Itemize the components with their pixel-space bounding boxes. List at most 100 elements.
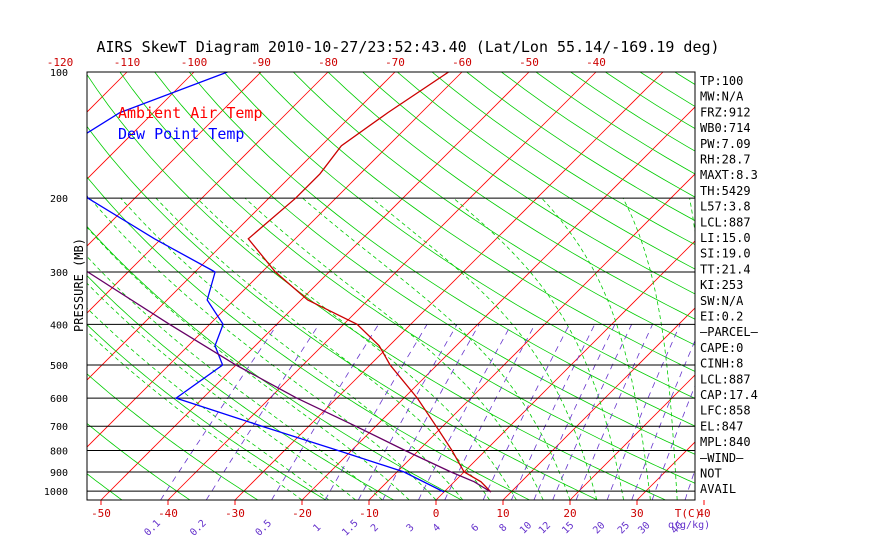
dry-adiabat-line [258,72,695,372]
temp-tick-label-bottom: -40 [158,507,178,520]
mixing-ratio-line [205,324,320,500]
pressure-tick-label: 300 [50,268,68,279]
stability-index: —PARCEL— [700,325,759,339]
mixing-ratio-line [357,324,458,500]
mixing-ratio-line [651,384,695,500]
chart-title: AIRS SkewT Diagram 2010-10-27/23:52:43.4… [96,38,719,56]
series-line-dew-point-temp [87,72,445,493]
isobars [87,197,695,492]
mixing-ratio-line [324,324,428,500]
temp-tick-label-top: -100 [181,56,208,69]
stability-index: TH:5429 [700,184,751,198]
stability-index: L57:3.8 [700,200,751,214]
plot-frame [86,71,696,501]
dry-adiabat-line [0,72,54,500]
dry-adiabat-line [119,72,695,484]
mixing-ratio-tick-label: 0.2 [188,518,209,539]
stability-index: PW:7.09 [700,137,751,151]
mixing-ratio-line [444,324,536,500]
temp-tick-label-top: -70 [385,56,405,69]
sounding-series [87,72,492,493]
stability-index: AVAIL [700,482,736,496]
series-line-ambient-air-temp [247,72,492,493]
isotherm-line [87,72,329,314]
mixing-ratio-tick-label: 8 [498,522,510,534]
mixing-ratio-line [482,324,570,500]
pressure-tick-label: 600 [50,394,68,405]
mixing-ratio-tick-label: 10 [518,520,534,536]
stability-index: SW:N/A [700,294,744,308]
stability-index: EL:847 [700,419,743,433]
dry-adiabat-line [87,225,462,500]
dry-adiabat-line [466,72,695,222]
dry-adiabat-line [223,72,695,399]
mixing-ratio-tick-label: 15 [560,520,576,536]
temp-tick-label-bottom: -10 [359,507,379,520]
pressure-tick-label: 900 [50,468,68,479]
pressure-tick-label: 500 [50,361,68,372]
mixing-ratio-tick-label: 20 [591,520,607,536]
isotherm-line [167,72,597,500]
mixing-ratio-tick-label: 30 [636,520,652,536]
temp-tick-label-bottom: 10 [496,507,509,520]
mixing-ratio-line [575,324,653,500]
isotherm-line [435,240,695,500]
stability-index: TP:100 [700,74,743,88]
isotherm-line [301,106,695,500]
dry-adiabat-line [87,473,123,500]
stability-index: CAP:17.4 [700,388,758,402]
isotherm-line [771,72,870,500]
moist-adiabat-line [371,197,598,500]
mixing-ratio-tick-label: 1 [311,522,323,534]
stability-index: LI:15.0 [700,231,751,245]
moist-adiabat-line [87,226,410,500]
isotherm-line [569,374,695,500]
mixing-ratio-line [271,324,379,500]
temp-tick-label-bottom: 0 [433,507,440,520]
temp-tick-label-bottom: 40 [697,507,710,520]
stability-index: LCL:887 [700,372,751,386]
dry-adiabat-line [87,73,666,500]
moist-adiabat-line [87,255,383,500]
dry-adiabat-line [87,125,598,500]
isotherm-line [0,72,60,500]
background-grid [0,72,870,500]
temp-tick-label-top: -110 [114,56,141,69]
dry-adiabat-line [397,72,695,270]
moist-adiabat-line [196,197,517,500]
temp-tick-label-bottom: 30 [630,507,643,520]
isotherm-line [100,72,530,500]
dry-adiabat-line [779,72,870,500]
stability-index: TT:21.4 [700,262,751,276]
mixing-ratio-tick-label: 1.5 [340,518,361,539]
moist-adiabat-line [244,197,544,500]
temp-tick-label-top: -120 [47,56,74,69]
pressure-tick-label: 100 [50,68,68,79]
isotherm-line [87,72,396,381]
stability-index: LFC:858 [700,404,751,418]
temp-tick-label-bottom: -30 [225,507,245,520]
dry-adiabat-line [431,72,695,246]
dry-adiabat-line [814,72,870,500]
dry-adiabat-line [362,72,695,295]
isotherm-line [87,72,262,247]
mixing-ratio-line [631,339,695,500]
y-axis-label: PRESSURE (MB) [72,238,86,332]
stability-index: CAPE:0 [700,341,743,355]
mixing-ratio-line [160,324,278,500]
stability-index: MAXT:8.3 [700,168,758,182]
dry-adiabat-line [87,324,327,500]
legend-entry: Dew Point Temp [118,125,244,143]
series-line-parcel [87,270,492,493]
temp-tick-label-top: -60 [452,56,472,69]
moist-adiabat-line [89,197,437,500]
mixing-ratio-tick-label: 25 [616,520,632,536]
temp-tick-label-top: -90 [251,56,271,69]
moist-adiabat-line [155,197,490,500]
isotherm-line [636,441,695,500]
dry-adiabat-line [154,72,695,455]
moist-adiabat-line [87,331,303,500]
dry-adiabat-line [639,72,695,107]
dry-adiabat-line [188,72,695,427]
